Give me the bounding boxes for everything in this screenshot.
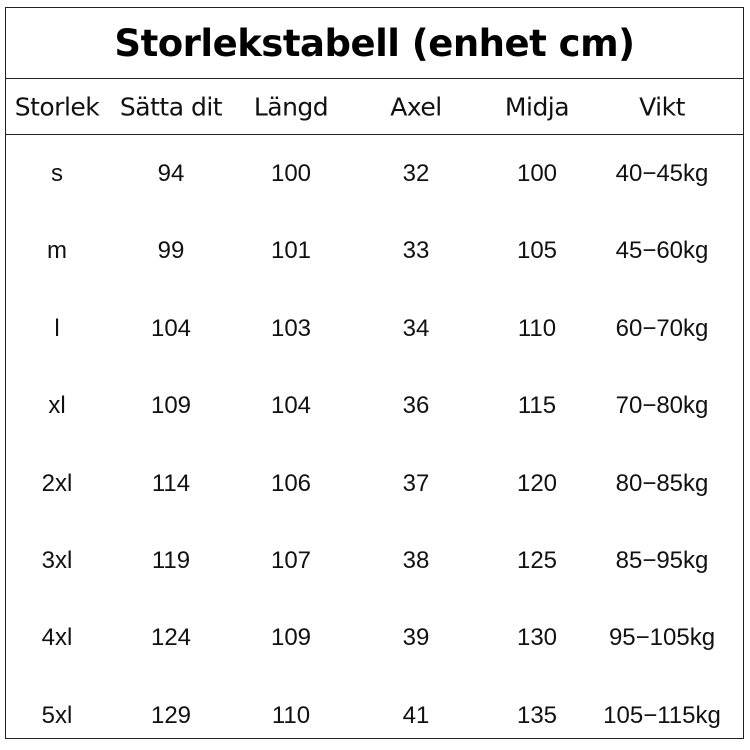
table-cell: xl xyxy=(48,392,66,420)
table-cell: 60−70kg xyxy=(615,314,709,342)
table-cell: s xyxy=(51,160,63,187)
table-cell: 95−105kg xyxy=(608,624,716,652)
table-cell: 124 xyxy=(150,624,192,652)
table-cell: 5xl xyxy=(41,701,73,729)
table-cell: 37 xyxy=(402,469,430,497)
table-cell: 130 xyxy=(516,624,558,652)
table-cell: l xyxy=(54,314,60,342)
table-cell: 38 xyxy=(402,547,430,574)
table-cell: 45−60kg xyxy=(615,237,709,265)
column-header: Axel xyxy=(390,92,442,122)
table-cell: 34 xyxy=(402,314,430,342)
table-cell: 99 xyxy=(157,237,185,265)
table-cell: 135 xyxy=(516,701,558,729)
table-cell: 100 xyxy=(516,160,558,187)
table-cell: 114 xyxy=(151,469,191,497)
table-cell: 100 xyxy=(270,160,312,187)
table-cell: 115 xyxy=(517,392,557,420)
table-cell: 120 xyxy=(516,469,558,497)
column-header: Sätta dit xyxy=(119,92,223,122)
table-cell: 105−115kg xyxy=(603,701,721,729)
table-cell: 104 xyxy=(150,314,192,342)
table-cell: 107 xyxy=(270,547,312,574)
table-cell: 101 xyxy=(270,237,312,265)
column-header: Längd xyxy=(253,92,329,122)
table-cell: 85−95kg xyxy=(615,547,709,574)
table-cell: 41 xyxy=(402,701,430,729)
table-cell: 110 xyxy=(517,314,557,342)
table-cell: 2xl xyxy=(41,469,73,497)
table-cell: 105 xyxy=(516,237,558,265)
table-cell: 104 xyxy=(270,392,312,420)
table-cell: 109 xyxy=(150,392,192,420)
table-cell: 70−80kg xyxy=(615,392,709,420)
table-cell: 80−85kg xyxy=(615,469,709,497)
table-cell: m xyxy=(47,237,67,265)
table-cell: 32 xyxy=(402,160,430,187)
table-cell: 4xl xyxy=(41,624,73,652)
column-header: Vikt xyxy=(639,92,685,122)
table-cell: 125 xyxy=(516,547,558,574)
divider xyxy=(5,78,744,79)
size-table xyxy=(5,7,744,739)
table-cell: 110 xyxy=(271,701,311,729)
table-title: Storlekstabell (enhet cm) xyxy=(114,21,635,65)
column-header: Midja xyxy=(504,92,570,122)
table-cell: 109 xyxy=(270,624,312,652)
table-cell: 36 xyxy=(402,392,430,420)
column-header: Storlek xyxy=(14,92,100,122)
table-cell: 94 xyxy=(157,160,185,187)
table-cell: 39 xyxy=(402,624,430,652)
table-cell: 40−45kg xyxy=(615,160,709,187)
table-cell: 106 xyxy=(270,469,312,497)
table-cell: 33 xyxy=(402,237,430,265)
table-cell: 103 xyxy=(270,314,312,342)
table-cell: 3xl xyxy=(41,547,73,574)
table-cell: 119 xyxy=(151,547,191,574)
table-cell: 129 xyxy=(150,701,192,729)
divider xyxy=(5,134,744,135)
